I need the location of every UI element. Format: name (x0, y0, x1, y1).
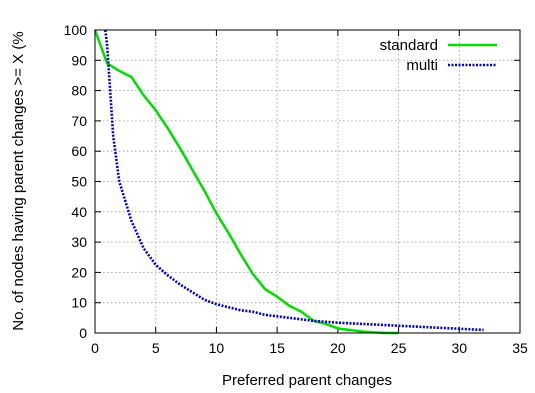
y-tick-label: 80 (71, 83, 87, 99)
plot-frame (94, 29, 521, 334)
series-line-standard (93, 29, 399, 335)
y-tick-label: 60 (71, 143, 87, 159)
x-tick-label: 15 (269, 340, 285, 356)
x-tick-label: 35 (512, 340, 528, 356)
x-tick-label: 10 (209, 340, 225, 356)
y-tick-label: 20 (71, 264, 87, 280)
x-axis-label: Preferred parent changes (222, 372, 392, 389)
y-tick-label: 90 (71, 52, 87, 68)
grid (95, 30, 520, 333)
legend-label-standard: standard (380, 37, 438, 54)
y-tick-label: 40 (71, 204, 87, 220)
legend-label-multi: multi (406, 57, 438, 74)
x-tick-label: 30 (451, 340, 467, 356)
y-tick-label: 0 (79, 325, 87, 341)
y-axis-label: No. of nodes having parent changes >= X … (10, 31, 27, 330)
y-tick-label: 70 (71, 113, 87, 129)
x-tick-label: 25 (391, 340, 407, 356)
series-line-multi (104, 29, 484, 332)
x-tick-label: 5 (152, 340, 160, 356)
series-lines (93, 29, 484, 335)
y-tick-label: 100 (64, 22, 88, 38)
x-tick-label: 0 (91, 340, 99, 356)
y-tick-label: 50 (71, 174, 87, 190)
y-tick-label: 10 (71, 295, 87, 311)
axis-ticks: 0 10 20 30 40 50 60 70 80 90 100 0 5 10 15 20 25 30 35 (64, 22, 528, 356)
x-tick-label: 20 (330, 340, 346, 356)
y-tick-label: 30 (71, 234, 87, 250)
legend: standard multi (380, 37, 497, 74)
